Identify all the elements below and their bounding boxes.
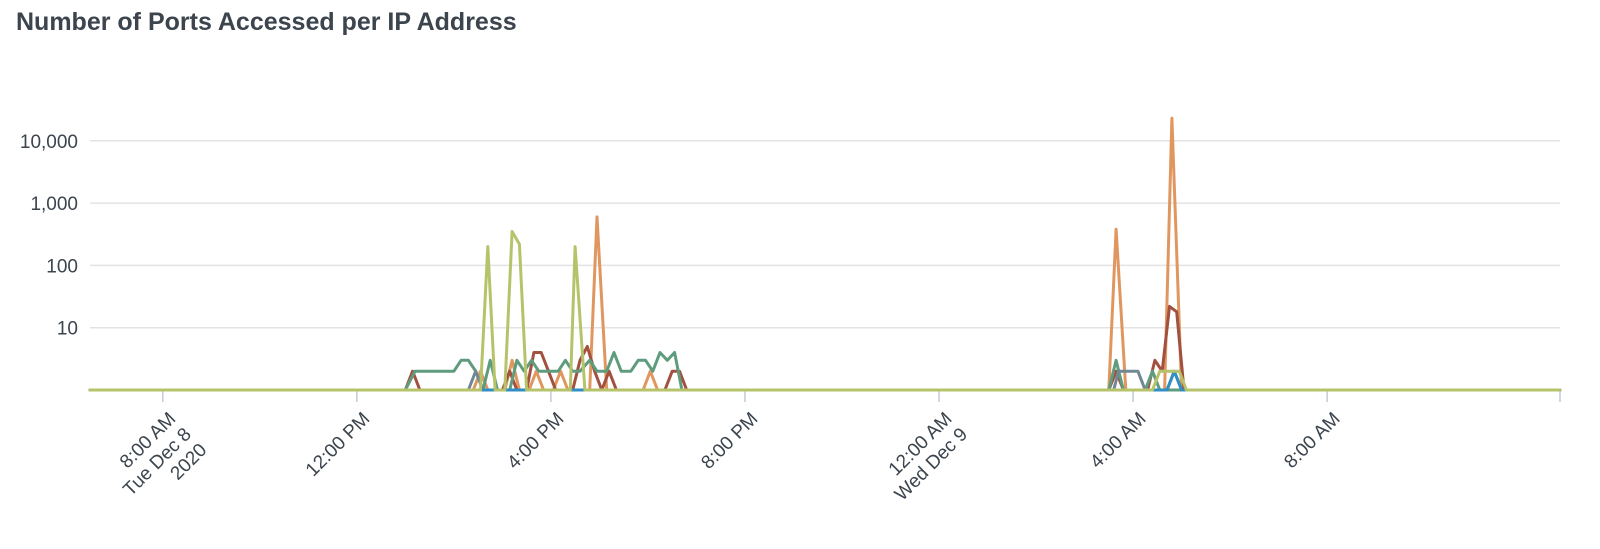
y-tick-label: 100 <box>46 256 78 277</box>
x-tick-label-line: 12:00 PM <box>302 409 374 481</box>
series-line-0 <box>88 116 1562 392</box>
grid-lines <box>90 140 1560 329</box>
series-line-4 <box>88 369 1562 392</box>
x-tick-label-line: 8:00 PM <box>697 409 762 474</box>
x-tick-label: 4:00 AM <box>1086 409 1150 473</box>
x-tick-label: 12:00 AMWed Dec 9 <box>875 409 972 506</box>
x-tick-label: 4:00 PM <box>503 409 568 474</box>
series-lines <box>88 116 1562 392</box>
x-tick-label: 8:00 AM <box>1280 409 1344 473</box>
x-tick-label-line: 4:00 AM <box>1086 409 1150 473</box>
y-tick-label: 10,000 <box>20 132 78 153</box>
series-line-5 <box>88 230 1562 392</box>
x-tick-label: 8:00 AMTue Dec 82020 <box>104 409 211 516</box>
y-axis: 10 100 1,000 10,000 <box>20 132 78 340</box>
series-line-1 <box>88 304 1562 392</box>
series-line-2 <box>88 351 1562 392</box>
x-tick-label-line: 8:00 AM <box>1280 409 1344 473</box>
x-tick-label-line: 4:00 PM <box>503 409 568 474</box>
x-axis: 8:00 AMTue Dec 82020 12:00 PM 4:00 PM 8:00 … <box>90 389 1561 516</box>
chart-title: Number of Ports Accessed per IP Address <box>16 8 517 36</box>
series-line-3 <box>88 369 1562 392</box>
y-tick-label: 10 <box>57 319 78 340</box>
x-tick-label: 12:00 PM <box>302 409 374 481</box>
y-tick-label: 1,000 <box>30 194 78 215</box>
x-tick-label: 8:00 PM <box>697 409 762 474</box>
